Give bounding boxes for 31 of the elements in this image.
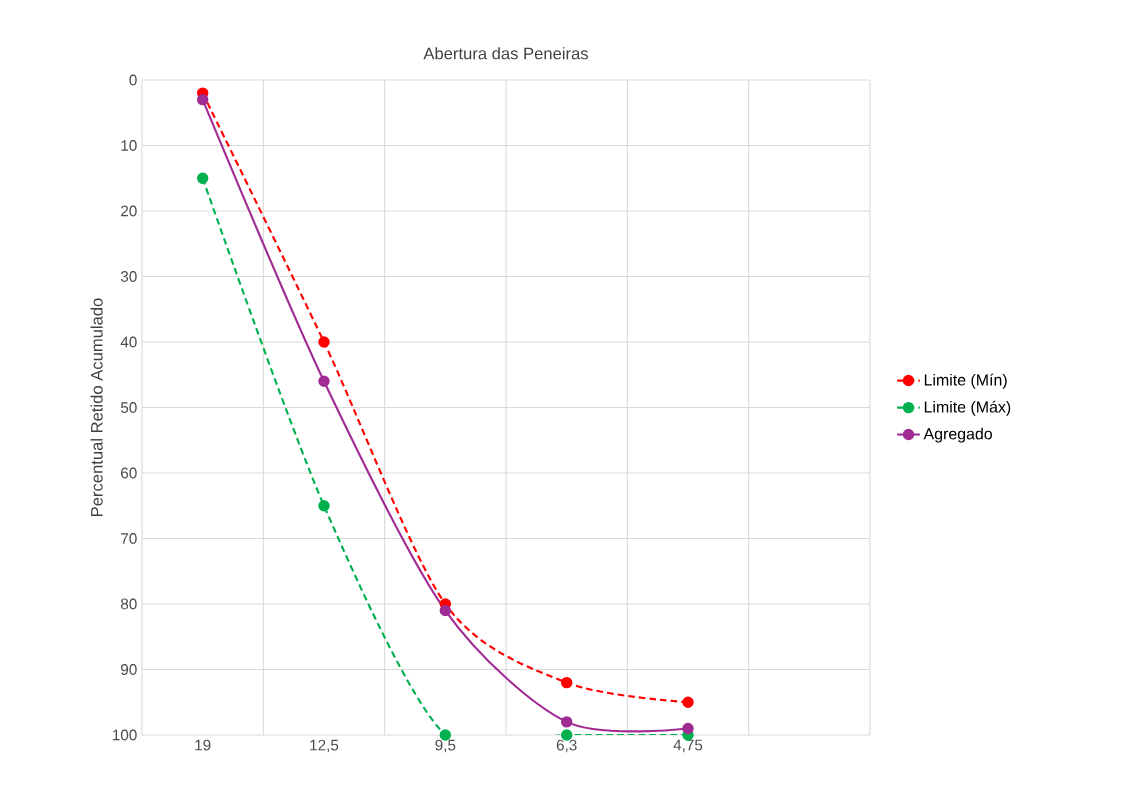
point: [560, 676, 573, 689]
point: [682, 722, 694, 735]
chart-title: Abertura das Peneiras: [423, 47, 588, 60]
x-tick-label: 6,3: [556, 739, 577, 753]
point: [318, 375, 330, 388]
y-axis-title: Percentual Retido Acumulado: [90, 298, 103, 516]
point: [560, 716, 573, 728]
x-tick-label: 9,5: [435, 739, 456, 753]
y-tick-label: 30: [120, 271, 137, 282]
point: [439, 604, 452, 617]
y-tick-label: 70: [121, 533, 137, 544]
x-tick-label: 4,75: [673, 739, 703, 753]
legend-label: Limite (Mín): [924, 373, 1007, 389]
y-tick-label: 20: [121, 205, 137, 217]
y-tick-label: 40: [120, 336, 137, 348]
point: [318, 500, 330, 512]
legend-label: Limite (Máx): [924, 400, 1011, 416]
y-tick-label: 100: [112, 729, 137, 741]
point: [682, 696, 694, 708]
point: [196, 93, 209, 106]
y-tick-label: 90: [121, 664, 137, 675]
x-tick-label: 19: [195, 739, 211, 751]
point: [318, 336, 330, 348]
y-tick-label: 0: [129, 74, 137, 86]
x-tick-label: 12,5: [310, 739, 339, 753]
y-tick-label: 50: [120, 402, 137, 413]
point: [196, 172, 209, 184]
y-tick-label: 10: [121, 140, 137, 151]
y-tick-label: 60: [121, 467, 137, 479]
y-tick-label: 80: [120, 598, 137, 610]
legend-label: Agregado: [923, 427, 992, 443]
